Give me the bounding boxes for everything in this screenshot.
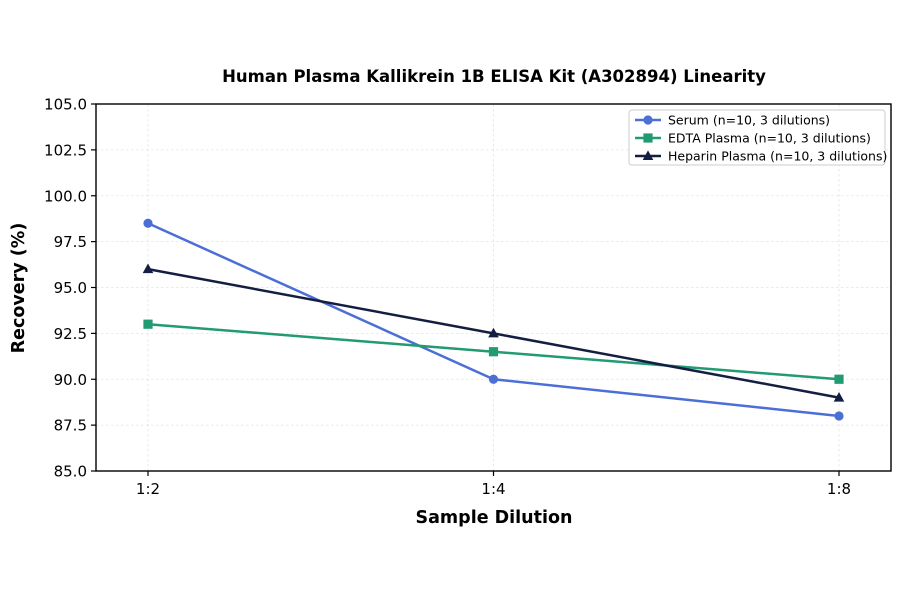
data-point xyxy=(488,327,499,338)
legend-marker xyxy=(643,115,653,125)
data-point xyxy=(142,263,154,274)
y-tick-label: 105.0 xyxy=(44,96,87,114)
legend-entry: Heparin Plasma (n=10, 3 dilutions) xyxy=(635,149,887,164)
series-square xyxy=(143,319,844,384)
series-triangle xyxy=(142,263,845,402)
x-tick-label: 1:4 xyxy=(481,480,505,498)
y-tick-label: 90.0 xyxy=(54,371,87,389)
data-point xyxy=(488,374,499,384)
legend-entry: Serum (n=10, 3 dilutions) xyxy=(635,113,830,128)
y-tick-label: 85.0 xyxy=(54,463,87,481)
chart-title: Human Plasma Kallikrein 1B ELISA Kit (A3… xyxy=(222,67,766,86)
legend-box xyxy=(628,109,886,166)
x-axis-label: Sample Dilution xyxy=(416,508,573,528)
data-point xyxy=(143,319,153,329)
data-point xyxy=(488,347,499,357)
y-tick-label: 92.5 xyxy=(54,325,87,343)
x-axis: 1:2 1:4 1:8 xyxy=(136,471,851,498)
legend-entry: EDTA Plasma (n=10, 3 dilutions) xyxy=(635,131,871,146)
y-tick-label: 95.0 xyxy=(54,279,87,297)
y-axis: 85.0 87.5 90.0 92.5 95.0 97.5 100.0 102.5 105.0 xyxy=(44,96,96,481)
x-tick-label: 1:2 xyxy=(136,480,160,498)
legend-marker xyxy=(642,150,654,160)
series-circle xyxy=(143,218,844,421)
legend-label: EDTA Plasma (n=10, 3 dilutions) xyxy=(668,131,871,146)
data-point xyxy=(833,392,845,402)
y-tick-label: 97.5 xyxy=(54,233,87,251)
x-tick-label: 1:8 xyxy=(827,480,851,498)
legend: Serum (n=10, 3 dilutions) EDTA Plasma (n=… xyxy=(628,109,887,166)
y-axis-label: Recovery (%) xyxy=(9,223,29,354)
data-point xyxy=(834,374,844,384)
series-layer xyxy=(142,218,845,421)
legend-label: Heparin Plasma (n=10, 3 dilutions) xyxy=(668,149,887,164)
y-tick-label: 102.5 xyxy=(44,141,87,159)
data-point xyxy=(143,218,153,228)
legend-label: Serum (n=10, 3 dilutions) xyxy=(668,113,830,128)
y-tick-label: 87.5 xyxy=(54,417,87,435)
data-point xyxy=(834,411,844,421)
y-tick-label: 100.0 xyxy=(44,187,87,205)
legend-marker xyxy=(643,133,653,143)
